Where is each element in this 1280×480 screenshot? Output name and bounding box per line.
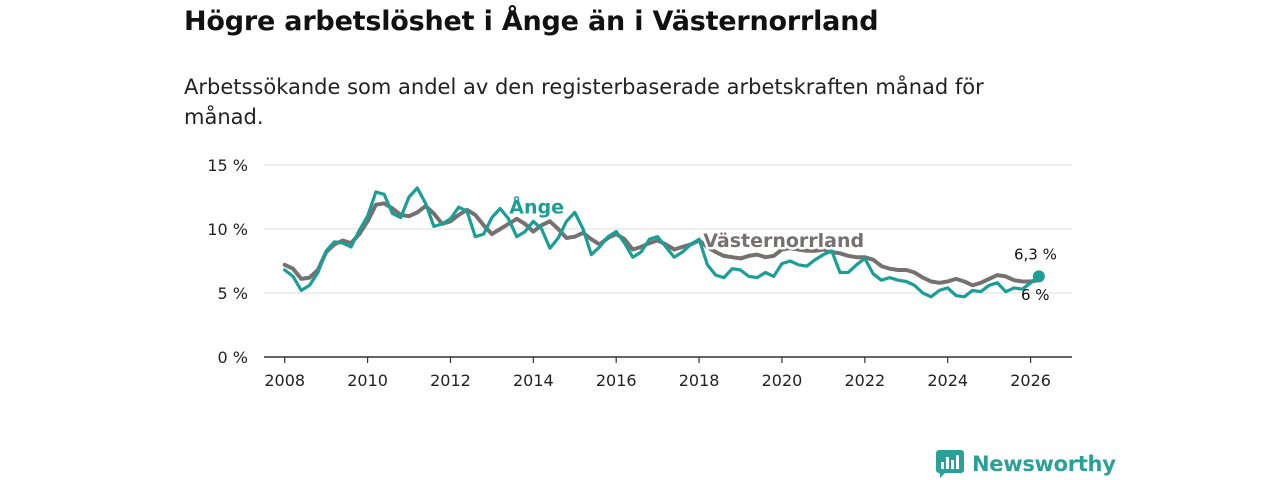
x-tick-label: 2022 [844,371,885,390]
ange-end-marker [1032,270,1045,283]
end-value-vasternorrland: 6 % [1021,286,1050,304]
series-labels: ÅngeÅngeVästernorrlandVästernorrland6,3 … [507,192,1057,304]
chart-title: Högre arbetslöshet i Ånge än i Västernor… [184,6,879,37]
y-tick-label: 5 % [218,284,248,303]
line-chart: 0 %5 %10 %15 % 2008 2010 2012 2014 2016 2018 2… [207,156,1072,390]
x-tick-label: 2010 [347,371,388,390]
series-lines [282,186,1045,299]
newsworthy-logo-icon [936,450,964,478]
series-label-vasternorrland: Västernorrland [703,230,864,252]
y-tick-label: 0 % [218,348,248,367]
y-tick-label: 15 % [207,156,248,175]
x-tick-label: 2024 [927,371,968,390]
series-line-ange [283,186,1041,299]
gridlines [264,164,1072,358]
brand-logo: Newsworthy [936,448,1116,480]
series-label-ange: Ånge [509,195,564,219]
series-label-ange-halo: Ånge [509,195,564,219]
x-tick-label: 2026 [1010,371,1051,390]
x-tick-label: 2020 [762,371,803,390]
x-tick-label: 2016 [596,371,637,390]
x-tick-label: 2018 [679,371,720,390]
x-tick-label: 2012 [430,371,471,390]
x-axis-ticks: 2008 2010 2012 2014 2016 2018 2020 2022 2024 2026 [264,357,1051,390]
y-axis-ticks: 0 % 5 % 10 % 15 % [207,156,248,367]
chart-subtitle: Arbetssökande som andel av den registerb… [184,75,984,129]
x-tick-label: 2008 [264,371,305,390]
brand-name: Newsworthy [972,452,1116,476]
x-tick-label: 2014 [513,371,554,390]
end-value-ange: 6,3 % [1014,245,1057,263]
series-label-vasternorrland-halo: Västernorrland [703,230,864,252]
y-tick-label: 10 % [207,220,248,239]
